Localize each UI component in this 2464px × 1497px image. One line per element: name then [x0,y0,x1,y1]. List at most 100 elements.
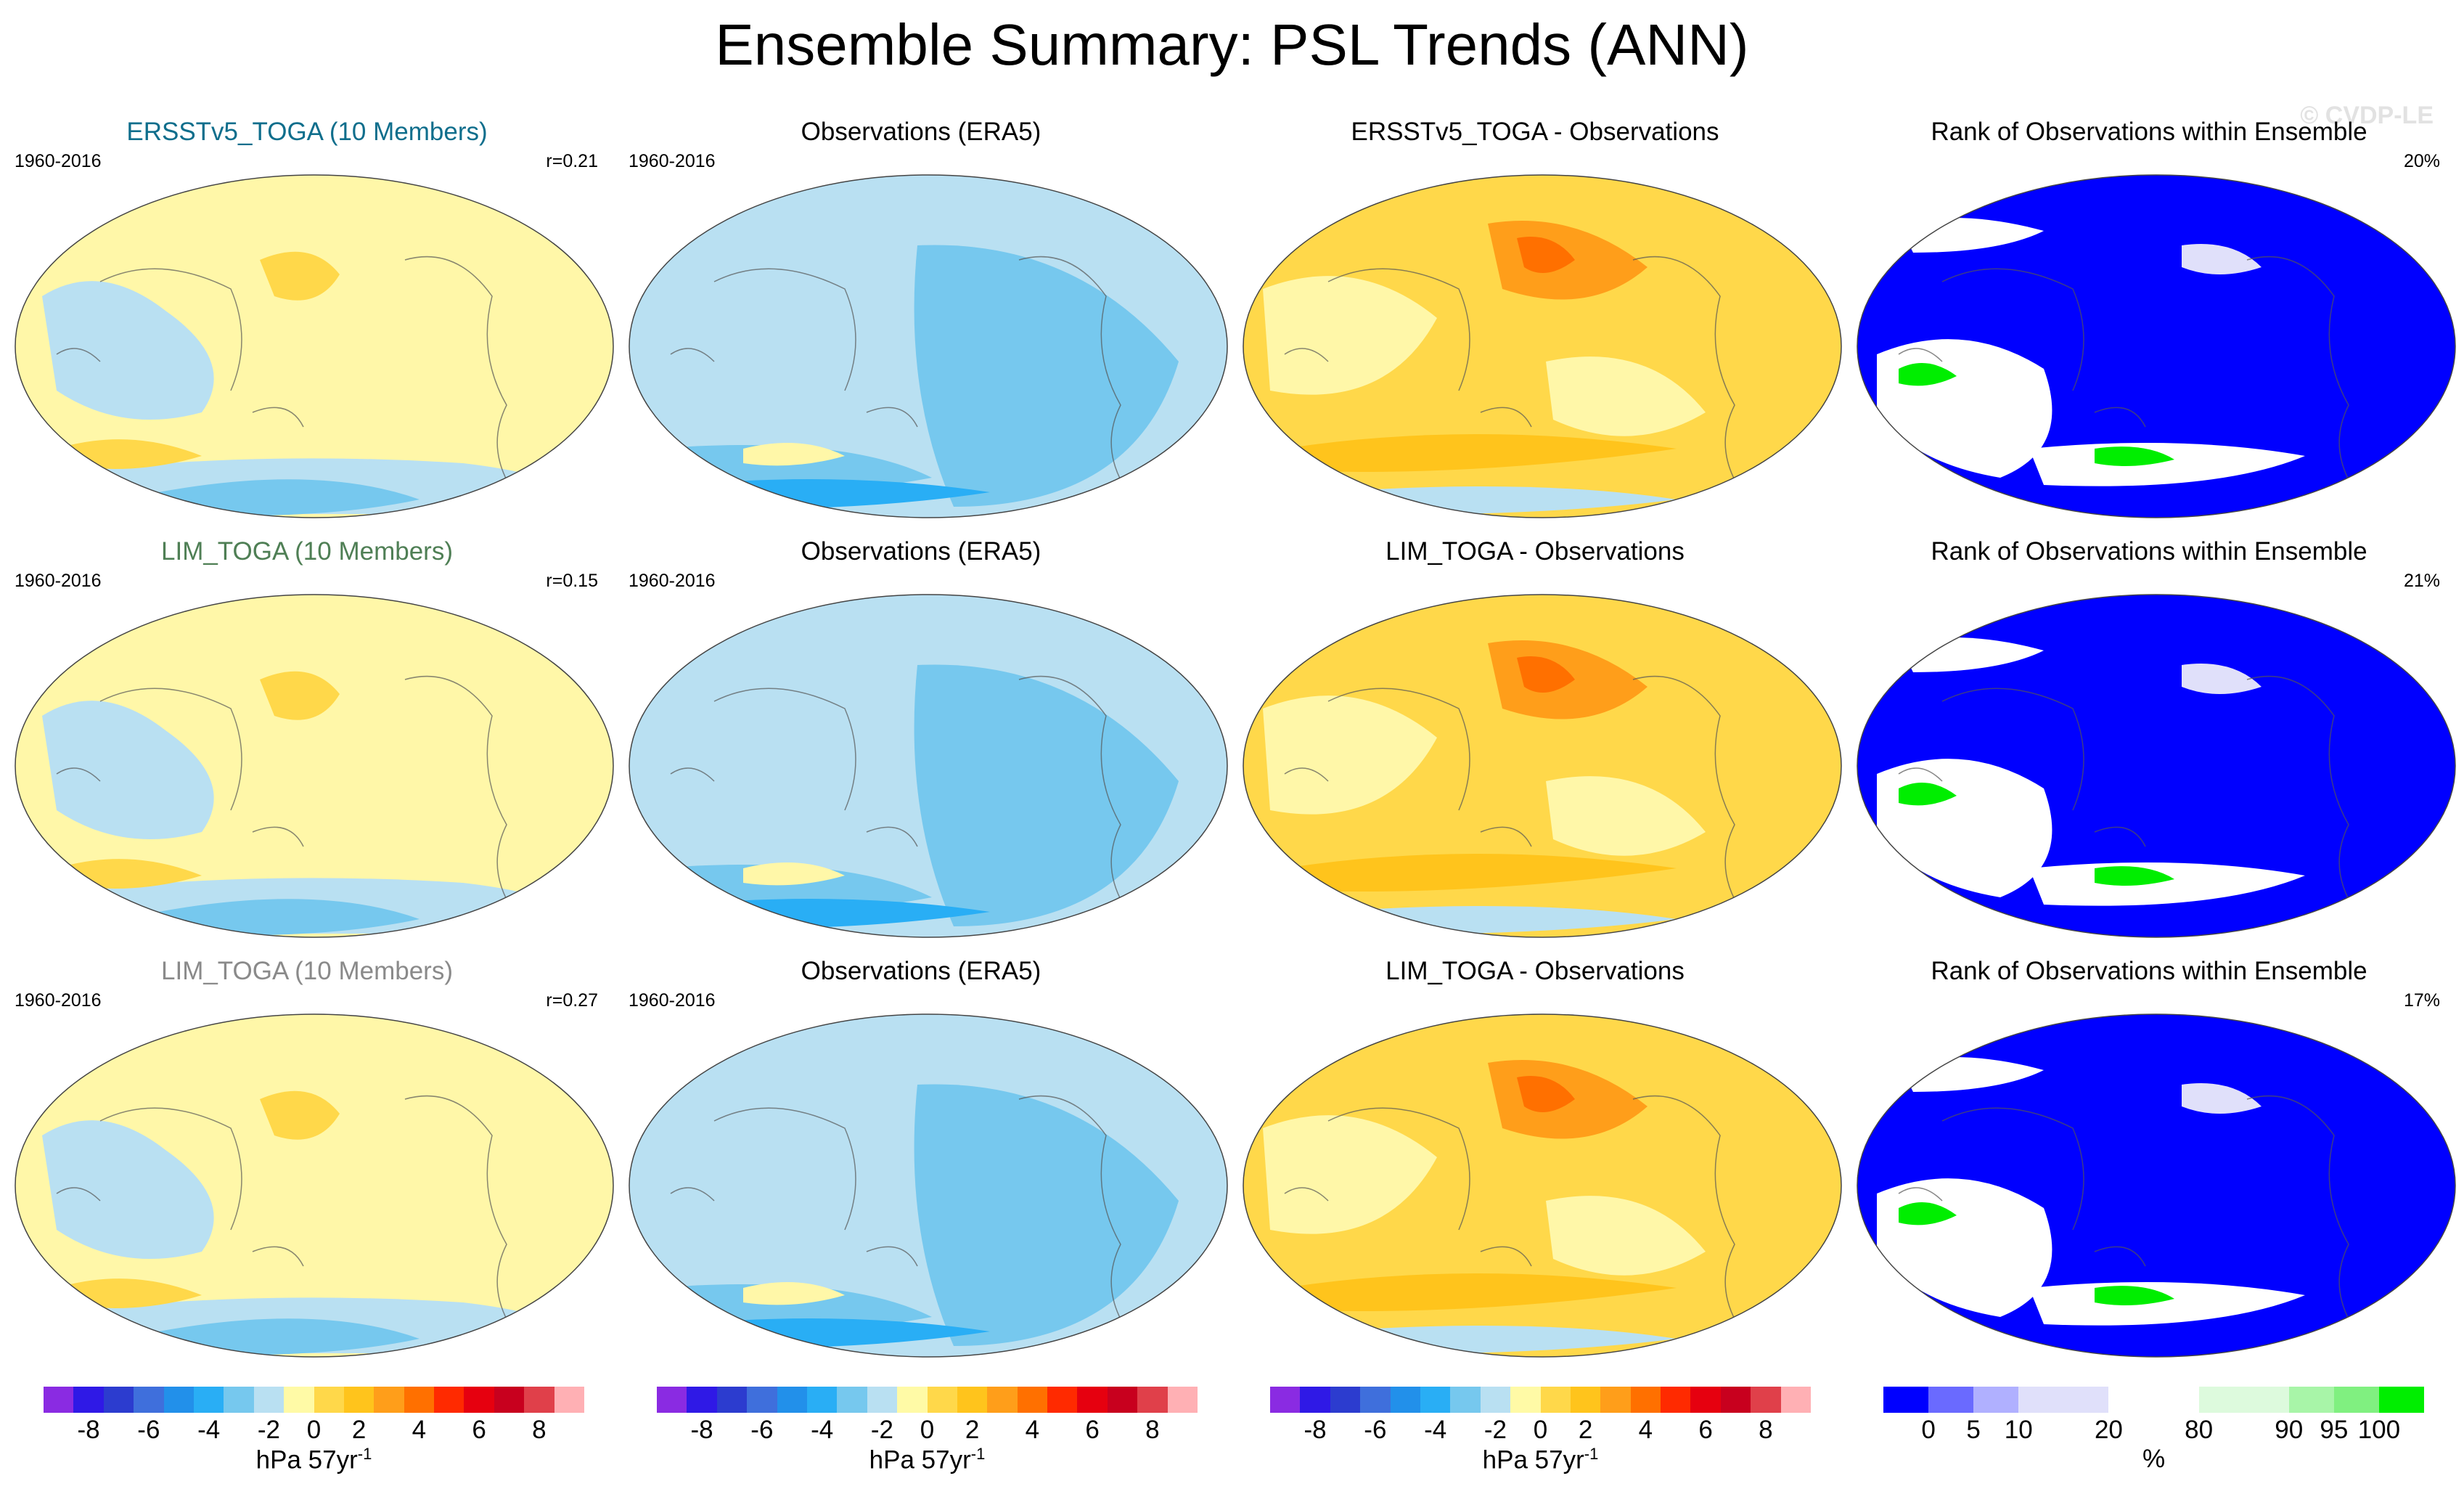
globe-map [629,594,1228,938]
contour-region [1263,276,1437,395]
colorbar-swatch [1137,1387,1168,1413]
correlation-label: r=0.27 [546,990,598,1011]
map-panel: LIM_TOGA (10 Members) 1960-2016 r=0.27 [0,955,614,1362]
colorbar-swatch [2153,1387,2199,1413]
colorbar-swatch [1690,1387,1721,1413]
colorbar-tick-label: 100 [2357,1416,2401,1444]
colorbar-tick-label: 0 [1921,1416,1936,1444]
globe-map [1857,1013,2456,1358]
contour-region [2095,1286,2174,1305]
globe-map [1243,594,1842,938]
coastline [1284,675,1743,913]
map-panel: LIM_TOGA - Observations [1228,955,1842,1362]
colorbar-swatch [434,1387,464,1413]
rank-percent-label: 20% [2403,151,2440,171]
contour-region [260,671,340,720]
coastline [670,256,1129,493]
colorbar-unit-label: % [2142,1445,2166,1473]
contour-region [1899,363,1957,386]
period-label: 1960-2016 [629,151,716,171]
contour-region [1877,1178,2052,1317]
contour-region [914,245,1179,507]
period-label: 1960-2016 [15,151,102,171]
globe-outline [15,1013,614,1358]
colorbar-swatch [374,1387,404,1413]
period-label: 1960-2016 [629,990,716,1011]
globe-map [629,1013,1228,1358]
colorbar-swatch [1450,1387,1481,1413]
colorbar-tick-label: 0 [306,1416,322,1444]
colorbar-swatch [806,1387,838,1413]
colorbar-tick-label: 4 [1638,1416,1653,1444]
colorbar-swatch [1017,1387,1048,1413]
contour-region [42,701,214,839]
colorbar-swatch [2243,1387,2289,1413]
globe-outline [1857,174,2456,518]
colorbar-swatch [987,1387,1018,1413]
colorbar-swatch [1300,1387,1330,1413]
colorbar-swatch [867,1387,898,1413]
contour-region [2182,664,2262,694]
colorbar-swatch [1077,1387,1108,1413]
contour-region [2095,446,2174,466]
colorbar-tick-label: -8 [77,1416,100,1444]
contour-region [2182,1083,2262,1114]
colorbar-tick-label: 8 [1145,1416,1160,1444]
colorbar-swatch [464,1387,494,1413]
contour-region [158,479,419,516]
colorbar-swatch [1510,1387,1541,1413]
colorbar-swatch [494,1387,525,1413]
globe-outline [15,174,614,518]
colorbar-swatch [1360,1387,1391,1413]
contour-region [1517,1076,1575,1112]
colorbar-tick-label: -6 [750,1416,774,1444]
colorbar-tick-label: 8 [1759,1416,1773,1444]
map-panel: Rank of Observations within Ensemble 17% [1842,955,2456,1362]
contour-region [1285,854,1677,892]
globe-outline [1243,594,1842,938]
map-panel: LIM_TOGA - Observations [1228,536,1842,942]
globe-map [15,1013,614,1358]
panel-title: LIM_TOGA - Observations [1386,537,1685,566]
watermark: © CVDP-LE [2300,102,2434,129]
map-panel: Observations (ERA5) 1960-2016 [614,536,1228,942]
colorbar-tick-label: 6 [1698,1416,1713,1444]
colorbar-tick-label: 2 [965,1416,980,1444]
colorbar-swatch [1420,1387,1451,1413]
colorbar-tick-label: 5 [1966,1416,1981,1444]
contour-region [42,1120,214,1259]
colorbar-swatch [163,1387,194,1413]
colorbar-swatch [134,1387,164,1413]
colorbar-swatch [284,1387,314,1413]
colorbar-swatch [253,1387,285,1413]
panel-title: Rank of Observations within Ensemble [1931,537,2367,566]
colorbar-swatch [1047,1387,1078,1413]
colorbar-swatch [2288,1387,2334,1413]
globe-outline [1857,1013,2456,1358]
globe-outline [629,1013,1228,1358]
contour-region [914,1084,1179,1346]
contour-region [1285,434,1677,472]
panel-title: LIM_TOGA - Observations [1386,957,1685,985]
figure-title: Ensemble Summary: PSL Trends (ANN) [715,12,1749,77]
colorbar-swatch [2108,1387,2154,1413]
colorbar-swatch [1570,1387,1601,1413]
colorbar-swatch [716,1387,748,1413]
colorbar-swatch [193,1387,224,1413]
panel-title: LIM_TOGA (10 Members) [161,957,453,985]
panel-title: Rank of Observations within Ensemble [1931,118,2367,146]
colorbar-tick-label: -2 [1483,1416,1507,1444]
colorbar-tick-label: 0 [1533,1416,1548,1444]
contour-region [1285,1273,1677,1311]
contour-region [1263,696,1437,815]
colorbar-swatch [103,1387,134,1413]
colorbar-swatch [343,1387,374,1413]
colorbar-swatch [554,1387,585,1413]
contour-region [42,281,214,420]
colorbar-swatch [1480,1387,1511,1413]
colorbar-swatch [1883,1387,1929,1413]
colorbar-swatch [1751,1387,1781,1413]
colorbar-tick-label: 90 [2275,1416,2304,1444]
colorbar-tick-label: 80 [2185,1416,2214,1444]
coastline [1284,1095,1743,1332]
